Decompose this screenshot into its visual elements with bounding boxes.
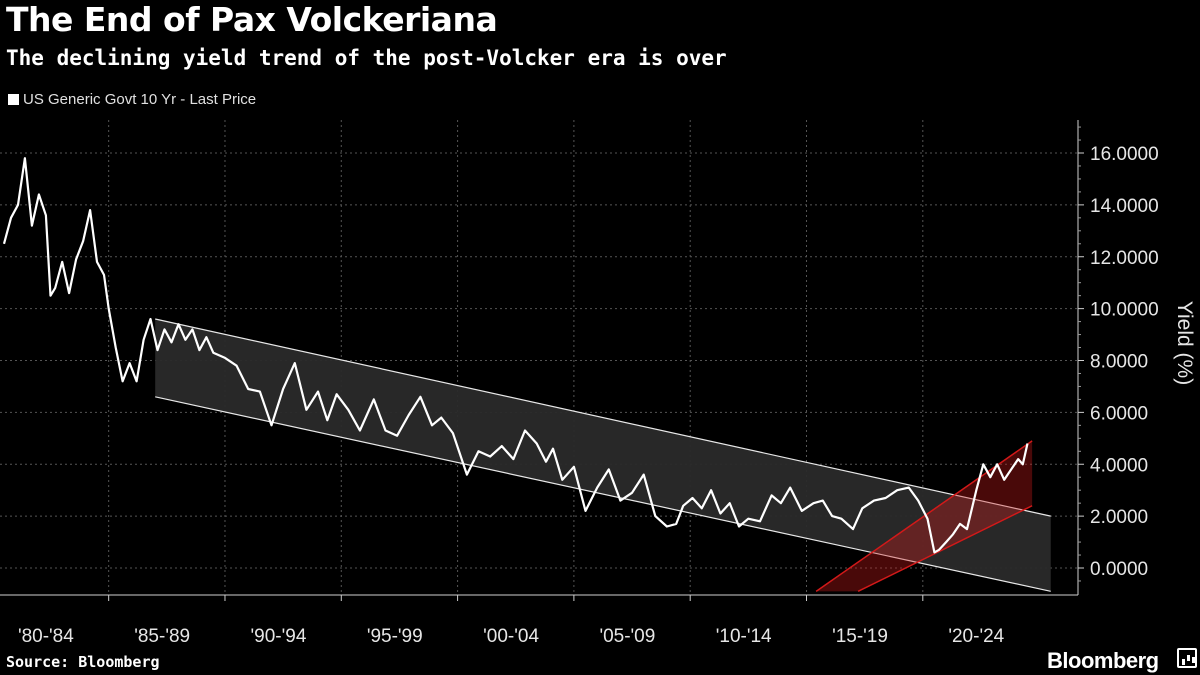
y-tick-label: 10.0000: [1090, 300, 1159, 321]
x-tick-label: '00-'04: [483, 626, 539, 647]
trend-channels: [155, 318, 1051, 593]
y-axis-title: Yield (%): [1173, 301, 1196, 385]
series-layer: [2, 157, 1029, 554]
declining-channel-lower: [155, 396, 1051, 592]
x-tick-label: '80-'84: [18, 626, 74, 647]
y-tick-label: 14.0000: [1090, 196, 1159, 217]
x-tick-label: '95-'99: [367, 626, 423, 647]
yield-series-line: [2, 157, 1029, 554]
chart-title: The End of Pax Volckeriana: [6, 0, 498, 39]
x-tick-label: '15-'19: [832, 626, 888, 647]
source-note: Source: Bloomberg: [6, 653, 160, 671]
x-tick-label: '85-'89: [134, 626, 190, 647]
x-tick-label: '90-'94: [251, 626, 307, 647]
x-tick-label: '10-'14: [716, 626, 772, 647]
legend-swatch: [8, 94, 19, 105]
legend-label: US Generic Govt 10 Yr - Last Price: [23, 91, 257, 108]
axes: 16.0000 14.0000 12.0000 10.0000 8.0000 6.0000…: [0, 120, 1196, 647]
rising-channel-lower: [857, 505, 1033, 593]
x-tick-label: '20-'24: [948, 626, 1004, 647]
y-tick-label: 16.0000: [1090, 144, 1159, 165]
y-tick-label: 4.0000: [1090, 455, 1148, 476]
y-tick-label: 6.0000: [1090, 403, 1148, 424]
y-tick-label: 2.0000: [1090, 507, 1148, 528]
y-tick-label: 8.0000: [1090, 352, 1148, 373]
chart-icon: [1177, 648, 1197, 668]
y-tick-label: 0.0000: [1090, 559, 1148, 580]
declining-channel-upper: [155, 318, 1051, 517]
chart-legend: US Generic Govt 10 Yr - Last Price: [8, 91, 256, 108]
x-tick-label: '05-'09: [599, 626, 655, 647]
chart-subtitle: The declining yield trend of the post-Vo…: [6, 46, 727, 70]
y-tick-label: 12.0000: [1090, 248, 1159, 269]
bloomberg-logo: Bloomberg: [1047, 648, 1159, 673]
declining-channel-band: [155, 319, 1051, 592]
